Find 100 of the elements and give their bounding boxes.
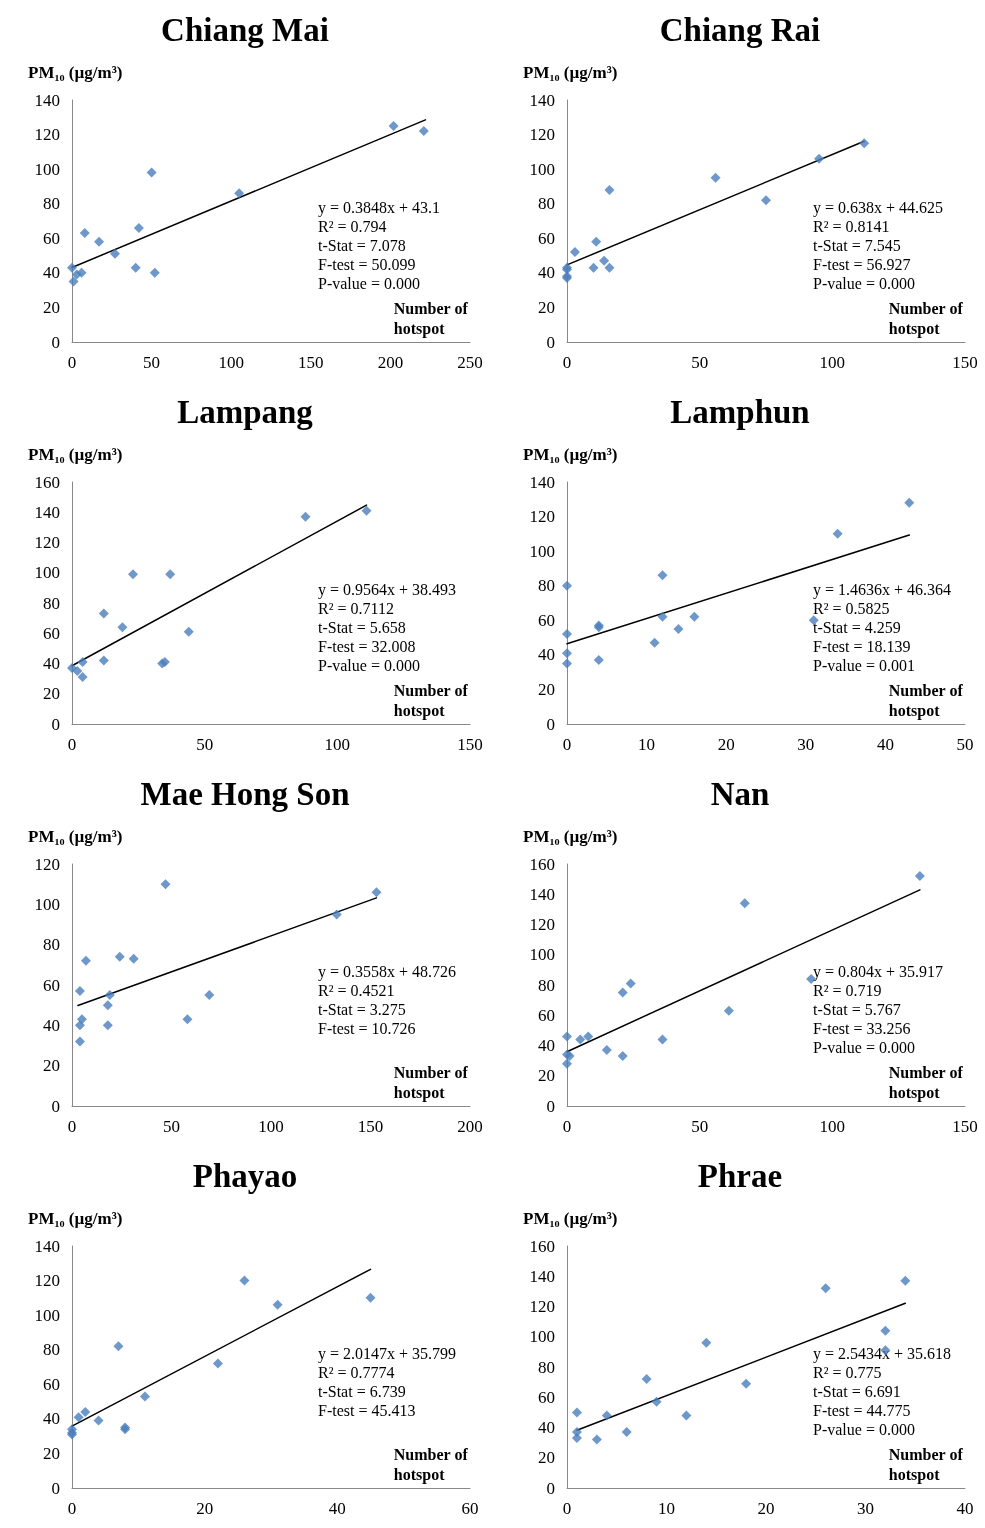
y-tick-label: 100 <box>34 159 60 179</box>
x-tick-label: 30 <box>797 735 815 754</box>
x-tick-label: 50 <box>956 735 974 754</box>
x-axis-title: Number of hotspot <box>888 1063 964 1102</box>
chart-title: Mae Hong Son <box>140 775 350 812</box>
y-tick-label: 100 <box>34 563 60 583</box>
y-axis-title: PM₁₀ (µg/m³) <box>28 63 123 82</box>
y-tick-label: 20 <box>43 1443 60 1463</box>
y-tick-label: 60 <box>538 1387 555 1407</box>
y-axis-title: PM₁₀ (µg/m³) <box>523 827 618 846</box>
annotation: t-Stat = 5.658 <box>318 619 406 636</box>
y-tick-label: 100 <box>34 894 60 914</box>
x-tick-label: 100 <box>819 1117 846 1136</box>
y-tick-label: 80 <box>43 194 60 214</box>
y-tick-label: 80 <box>43 1340 60 1360</box>
chart-title: Nan <box>710 775 770 812</box>
annotation: R² = 0.8141 <box>813 218 890 235</box>
x-tick-label: 0 <box>67 735 77 754</box>
x-tick-label: 100 <box>258 1117 284 1136</box>
y-tick-label: 0 <box>51 1478 60 1498</box>
x-axis-title: Number of hotspot <box>888 681 964 720</box>
x-tick-label: 20 <box>757 1499 775 1518</box>
annotation: y = 0.9564x + 38.493 <box>318 581 457 599</box>
y-axis-title: PM₁₀ (µg/m³) <box>523 1209 618 1228</box>
y-tick-label: 80 <box>538 975 555 995</box>
annotation: y = 0.804x + 35.917 <box>813 963 944 981</box>
y-tick-label: 160 <box>529 1236 555 1256</box>
y-tick-label: 0 <box>546 332 555 352</box>
x-tick-label: 50 <box>691 353 709 372</box>
x-tick-label: 150 <box>952 1117 978 1136</box>
annotation: y = 2.0147x + 35.799 <box>318 1345 457 1363</box>
annotation: P-value = 0.000 <box>318 657 420 674</box>
annotation: t-Stat = 4.259 <box>813 619 901 636</box>
x-tick-label: 40 <box>876 735 894 754</box>
annotation: R² = 0.7774 <box>318 1364 395 1381</box>
x-tick-label: 10 <box>658 1499 675 1518</box>
annotation: t-Stat = 7.545 <box>813 237 901 254</box>
x-axis-title: Number of hotspot <box>888 299 964 338</box>
y-tick-label: 40 <box>43 1015 60 1035</box>
annotation: R² = 0.4521 <box>318 982 395 999</box>
annotation: R² = 0.719 <box>813 982 882 999</box>
y-axis-title: PM₁₀ (µg/m³) <box>28 445 123 464</box>
annotation: P-value = 0.000 <box>813 1421 915 1438</box>
y-tick-label: 0 <box>51 1096 60 1116</box>
x-tick-label: 50 <box>143 353 161 372</box>
annotation: y = 0.3848x + 43.1 <box>318 199 441 217</box>
y-tick-label: 140 <box>34 502 60 522</box>
y-tick-label: 60 <box>538 1005 555 1025</box>
y-tick-label: 80 <box>538 194 555 214</box>
y-tick-label: 80 <box>43 593 60 613</box>
y-tick-label: 0 <box>546 1478 555 1498</box>
y-tick-label: 20 <box>43 684 60 704</box>
y-tick-label: 80 <box>538 576 555 596</box>
x-tick-label: 0 <box>562 1117 572 1136</box>
y-tick-label: 80 <box>43 935 60 955</box>
y-axis-title: PM₁₀ (µg/m³) <box>28 827 123 846</box>
annotation: t-Stat = 6.739 <box>318 1383 406 1400</box>
y-tick-label: 0 <box>51 332 60 352</box>
y-tick-label: 20 <box>538 297 555 317</box>
y-tick-label: 20 <box>43 1056 60 1076</box>
x-axis-title: Number of hotspot <box>888 1445 964 1484</box>
x-axis-title: Number of hotspot <box>393 1063 469 1102</box>
x-tick-label: 10 <box>638 735 656 754</box>
annotation: F-test = 33.256 <box>813 1020 911 1037</box>
x-axis-title: Number of hotspot <box>393 681 469 720</box>
y-axis-title: PM₁₀ (µg/m³) <box>523 63 618 82</box>
x-tick-label: 100 <box>218 353 244 372</box>
y-tick-label: 60 <box>538 228 555 248</box>
x-axis-title: Number of hotspot <box>393 299 469 338</box>
y-tick-label: 100 <box>529 541 555 561</box>
y-tick-label: 20 <box>538 1066 555 1086</box>
annotation: F-test = 32.008 <box>318 638 416 655</box>
y-tick-label: 20 <box>43 297 60 317</box>
y-tick-label: 40 <box>43 263 60 283</box>
x-tick-label: 150 <box>357 1117 384 1136</box>
x-tick-label: 0 <box>562 353 572 372</box>
y-axis-title: PM₁₀ (µg/m³) <box>523 445 618 464</box>
y-tick-label: 120 <box>529 915 555 934</box>
x-tick-label: 150 <box>457 735 483 754</box>
annotation: t-Stat = 5.767 <box>813 1001 901 1018</box>
y-tick-label: 60 <box>43 975 60 995</box>
x-tick-label: 150 <box>952 353 978 372</box>
x-tick-label: 20 <box>717 735 735 754</box>
y-tick-label: 0 <box>546 1096 555 1116</box>
annotation: y = 1.4636x + 46.364 <box>813 581 952 599</box>
y-tick-label: 120 <box>34 1271 60 1291</box>
y-tick-label: 60 <box>538 610 555 630</box>
y-tick-label: 140 <box>34 90 60 110</box>
x-tick-label: 0 <box>562 1499 572 1518</box>
y-tick-label: 160 <box>529 854 555 874</box>
y-tick-label: 0 <box>546 714 555 734</box>
y-tick-label: 120 <box>529 1297 555 1316</box>
y-tick-label: 100 <box>529 159 555 179</box>
annotation: R² = 0.7112 <box>318 600 394 617</box>
annotation: y = 0.638x + 44.625 <box>813 199 944 217</box>
annotation: F-test = 56.927 <box>813 256 911 273</box>
y-tick-label: 120 <box>34 854 60 874</box>
x-tick-label: 250 <box>457 353 483 372</box>
y-tick-label: 0 <box>51 714 60 734</box>
annotation: t-Stat = 3.275 <box>318 1001 406 1018</box>
